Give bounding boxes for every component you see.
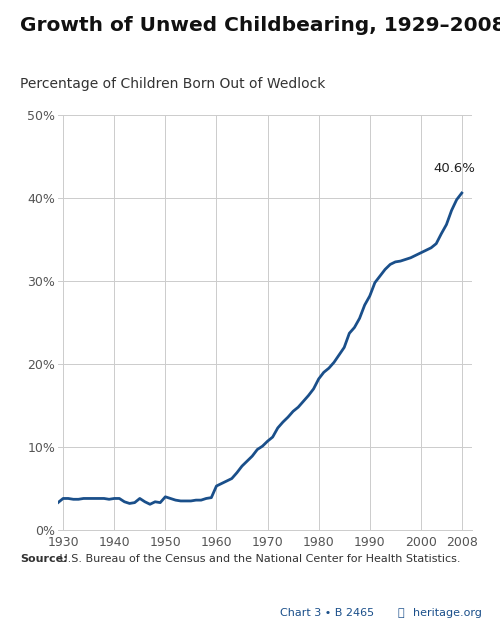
Text: 40.6%: 40.6% [434,162,476,175]
Text: Chart 3 • B 2465: Chart 3 • B 2465 [280,608,374,618]
Text: Percentage of Children Born Out of Wedlock: Percentage of Children Born Out of Wedlo… [20,77,326,91]
Text: heritage.org: heritage.org [412,608,482,618]
Text: U.S. Bureau of the Census and the National Center for Health Statistics.: U.S. Bureau of the Census and the Nation… [56,554,460,564]
Text: ⮱: ⮱ [398,608,404,618]
Text: Source:: Source: [20,554,68,564]
Text: Growth of Unwed Childbearing, 1929–2008: Growth of Unwed Childbearing, 1929–2008 [20,16,500,35]
